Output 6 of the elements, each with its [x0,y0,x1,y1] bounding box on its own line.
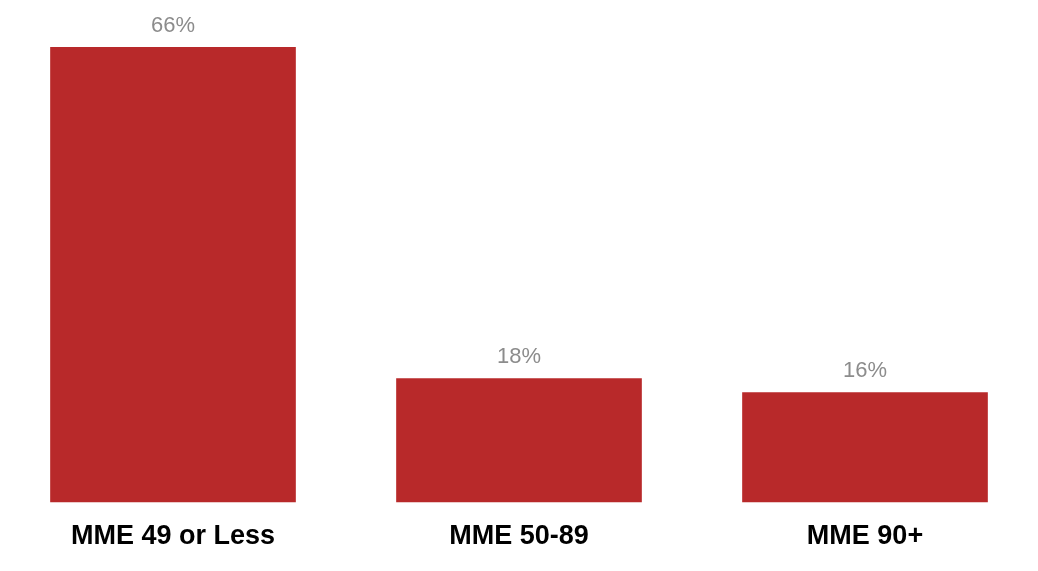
x-tick-label: MME 50-89 [449,520,589,551]
x-tick-label: MME 49 or Less [70,520,276,551]
data-label: 18% [496,343,542,369]
x-tick-label: MME 90+ [806,520,924,551]
data-label: 66% [150,12,196,38]
data-label: 16% [842,357,888,383]
